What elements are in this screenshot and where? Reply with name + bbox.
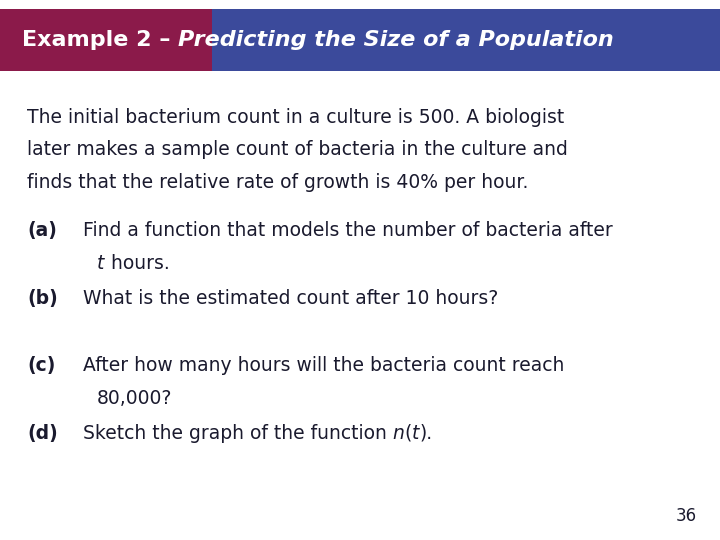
Text: (b): (b) — [27, 289, 58, 308]
Text: (a): (a) — [27, 221, 57, 240]
Text: Sketch the graph of the function: Sketch the graph of the function — [83, 424, 392, 443]
Text: Predicting the Size of a Population: Predicting the Size of a Population — [178, 30, 613, 50]
Text: Example 2 –: Example 2 – — [22, 30, 178, 50]
Text: finds that the relative rate of growth is 40% per hour.: finds that the relative rate of growth i… — [27, 173, 528, 192]
Text: (c): (c) — [27, 356, 55, 375]
Text: The initial bacterium count in a culture is 500. A biologist: The initial bacterium count in a culture… — [27, 108, 564, 127]
Text: 80,000?: 80,000? — [97, 389, 173, 408]
Text: hours.: hours. — [104, 254, 169, 273]
Text: Find a function that models the number of bacteria after: Find a function that models the number o… — [83, 221, 613, 240]
Text: later makes a sample count of bacteria in the culture and: later makes a sample count of bacteria i… — [27, 140, 568, 159]
Text: (d): (d) — [27, 424, 58, 443]
Text: After how many hours will the bacteria count reach: After how many hours will the bacteria c… — [83, 356, 564, 375]
Text: t: t — [412, 424, 419, 443]
Text: What is the estimated count after 10 hours?: What is the estimated count after 10 hou… — [83, 289, 498, 308]
Text: ).: ). — [419, 424, 433, 443]
Text: (: ( — [405, 424, 412, 443]
Text: 36: 36 — [676, 507, 697, 525]
Text: n: n — [392, 424, 405, 443]
Text: t: t — [97, 254, 104, 273]
